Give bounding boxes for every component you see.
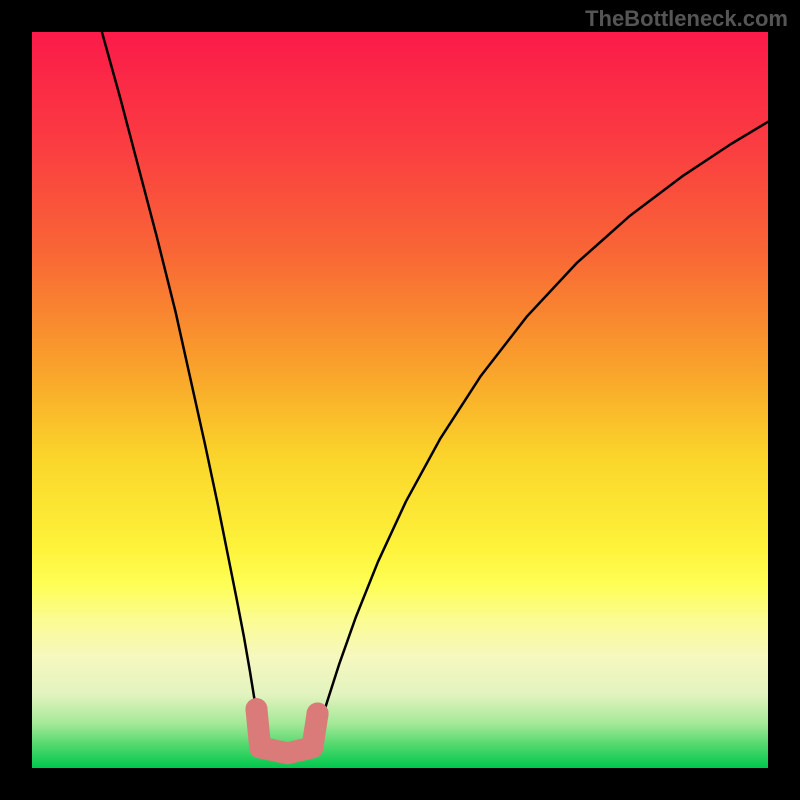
watermark-text: TheBottleneck.com (585, 6, 788, 32)
bottom-u-marker (245, 698, 328, 753)
curve-left (102, 32, 265, 753)
chart-plot-area (32, 32, 768, 768)
chart-outer-frame: TheBottleneck.com (0, 0, 800, 800)
u-cap-right (307, 703, 329, 725)
curves-layer (32, 32, 768, 768)
u-cap-left (245, 698, 267, 720)
curve-right (311, 122, 768, 753)
